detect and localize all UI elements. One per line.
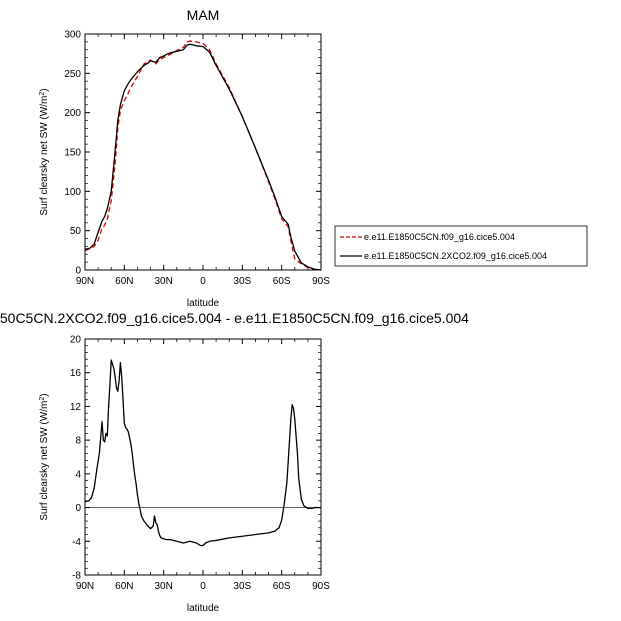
- y-tick-label-1-3: 4: [75, 469, 81, 480]
- bottom-plot-area: 90N 60N 30N 0 30S 60S 90S -8 -4 0 4 8 12 16 20: [70, 335, 330, 593]
- y-tick-label-0-5: 250: [64, 69, 81, 80]
- y-tick-label-1-6: 16: [70, 368, 82, 379]
- bottom-x-axis-label: latitude: [187, 603, 220, 614]
- bottom-y-axis-label: Surf clearsky net SW (W/m2): [39, 393, 51, 520]
- top-chart-title: MAM: [187, 7, 220, 23]
- bottom-chart: e.e11.E1850C5CN.2XCO2.f09_g16.cice5.004 …: [0, 310, 469, 614]
- y-tick-label-1-7: 20: [70, 335, 82, 346]
- x-tick-label-1-5: 60S: [273, 581, 291, 592]
- legend-box: [334, 225, 588, 267]
- x-tick-label-0-3: 0: [200, 276, 206, 287]
- x-tick-label-1-4: 30S: [233, 581, 251, 592]
- series-line-1-0: [84, 359, 321, 547]
- y-tick-label-1-1: -4: [72, 537, 81, 548]
- top-y-axis-label: Surf clearsky net SW (W/m2): [39, 88, 51, 215]
- y-tick-label-1-5: 12: [70, 402, 82, 413]
- x-tick-label-0-5: 60S: [273, 276, 291, 287]
- series-line-0-0: [84, 40, 322, 271]
- x-tick-label-1-3: 0: [200, 581, 206, 592]
- y-tick-label-0-1: 50: [70, 226, 82, 237]
- y-tick-label-1-0: -8: [72, 571, 81, 582]
- top-chart: MAM 90N 60N 30N 0 30S 60S 90S 0 50 100 150 200 250 30…: [39, 7, 588, 309]
- x-tick-label-1-1: 60N: [115, 581, 133, 592]
- x-tick-label-0-0: 90N: [76, 276, 94, 287]
- y-tick-label-0-0: 0: [75, 266, 81, 277]
- y-tick-label-0-2: 100: [64, 187, 81, 198]
- x-tick-label-0-2: 30N: [154, 276, 172, 287]
- plot-frame-1: [84, 338, 322, 576]
- x-tick-label-1-2: 30N: [154, 581, 172, 592]
- x-tick-label-0-6: 90S: [312, 276, 330, 287]
- x-tick-label-0-1: 60N: [115, 276, 133, 287]
- y-tick-label-0-6: 300: [64, 30, 81, 41]
- legend-label-2xco2: e.e11.E1850C5CN.2XCO2.f09_g16.cice5.004: [364, 251, 547, 261]
- x-tick-label-1-0: 90N: [76, 581, 94, 592]
- y-tick-label-0-4: 200: [64, 108, 81, 119]
- top-plot-area: 90N 60N 30N 0 30S 60S 90S 0 50 100 150 200 250 300: [64, 30, 330, 288]
- series-line-0-1: [84, 43, 322, 271]
- x-tick-label-1-6: 90S: [312, 581, 330, 592]
- legend: e.e11.E1850C5CN.f09_g16.cice5.004 e.e11.…: [334, 225, 588, 267]
- x-tick-label-0-4: 30S: [233, 276, 251, 287]
- y-tick-label-1-2: 0: [75, 503, 81, 514]
- y-tick-label-0-3: 150: [64, 148, 81, 159]
- legend-label-control: e.e11.E1850C5CN.f09_g16.cice5.004: [364, 232, 515, 242]
- bottom-chart-title: e.e11.E1850C5CN.2XCO2.f09_g16.cice5.004 …: [0, 310, 469, 326]
- plot-frame-0: [84, 33, 322, 271]
- y-tick-label-1-4: 8: [75, 436, 81, 447]
- top-x-axis-label: latitude: [187, 298, 220, 309]
